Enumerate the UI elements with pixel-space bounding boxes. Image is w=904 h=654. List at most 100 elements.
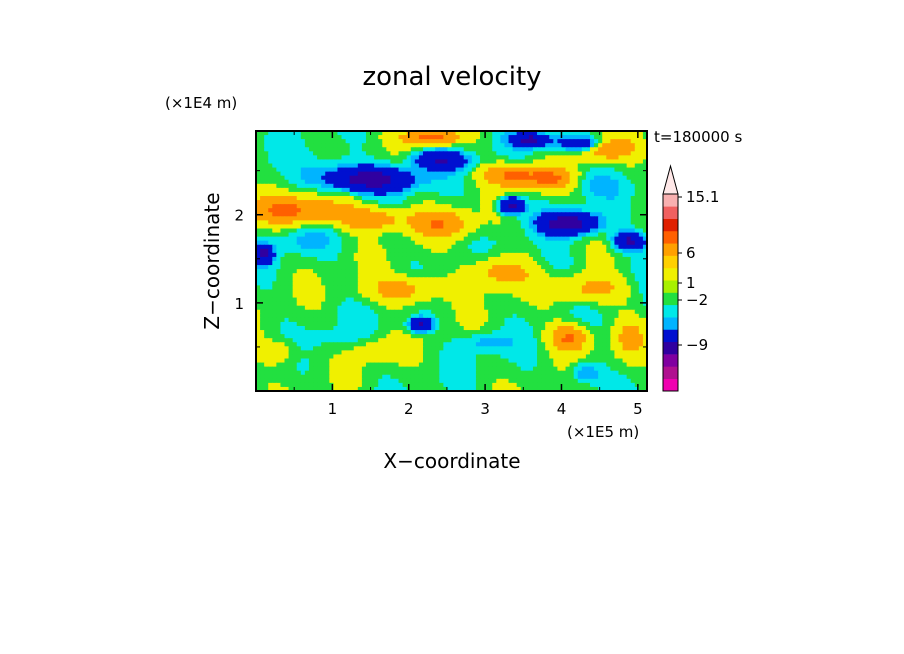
heatmap-cell (357, 285, 363, 291)
heatmap-cell (284, 171, 290, 177)
heatmap-cell (606, 256, 611, 262)
heatmap-cell (475, 261, 481, 266)
heatmap-cell (321, 183, 326, 189)
heatmap-cell (492, 175, 497, 181)
heatmap-cell (594, 204, 599, 209)
heatmap-cell (341, 281, 347, 286)
heatmap-cell (545, 232, 550, 238)
heatmap-cell (585, 163, 591, 169)
heatmap-cell (443, 147, 449, 152)
heatmap-cell (422, 265, 428, 270)
heatmap-cell (480, 151, 485, 156)
heatmap-cell (304, 155, 310, 161)
heatmap-cell (418, 273, 424, 278)
heatmap-cell (317, 147, 322, 152)
heatmap-cell (492, 277, 497, 282)
heatmap-cell (524, 305, 530, 311)
heatmap-cell (520, 338, 526, 343)
heatmap-cell (512, 305, 518, 311)
heatmap-cell (463, 139, 469, 144)
heatmap-cell (398, 232, 404, 238)
heatmap-cell (370, 232, 375, 238)
heatmap-cell (569, 232, 575, 238)
heatmap-cell (622, 212, 628, 217)
heatmap-cell (549, 252, 554, 258)
heatmap-cell (496, 297, 501, 303)
heatmap-cell (475, 277, 481, 282)
heatmap-cell (459, 200, 465, 205)
heatmap-cell (634, 224, 640, 230)
heatmap-cell (622, 147, 628, 152)
heatmap-cell (321, 224, 326, 230)
heatmap-cell (565, 277, 571, 282)
heatmap-cell (317, 261, 322, 266)
heatmap-cell (268, 236, 273, 242)
heatmap-cell (524, 236, 530, 242)
heatmap-cell (553, 204, 558, 209)
heatmap-cell (638, 135, 644, 140)
heatmap-cell (602, 269, 607, 274)
heatmap-cell (345, 313, 351, 319)
heatmap-cell (618, 212, 624, 217)
heatmap-cell (520, 171, 526, 177)
heatmap-cell (565, 224, 571, 230)
heatmap-cell (386, 244, 391, 250)
heatmap-cell (459, 163, 465, 169)
heatmap-cell (349, 167, 355, 173)
heatmap-cell (610, 313, 616, 319)
heatmap-cell (561, 261, 567, 266)
heatmap-cell (361, 155, 367, 161)
heatmap-cell (585, 228, 591, 234)
heatmap-cell (418, 131, 424, 136)
heatmap-cell (268, 277, 273, 282)
heatmap-cell (300, 309, 306, 315)
heatmap-cell (504, 208, 510, 213)
heatmap-cell (431, 338, 436, 343)
heatmap-cell (394, 204, 400, 209)
heatmap-cell (626, 261, 632, 266)
heatmap-cell (260, 159, 265, 165)
heatmap-cell (475, 281, 481, 286)
heatmap-cell (573, 309, 579, 315)
heatmap-cell (492, 196, 497, 201)
heatmap-cell (370, 139, 375, 144)
heatmap-cell (382, 313, 387, 319)
heatmap-cell (610, 147, 616, 152)
heatmap-cell (427, 200, 432, 205)
heatmap-cell (329, 175, 334, 181)
heatmap-cell (394, 196, 400, 201)
heatmap-cell (520, 236, 526, 242)
heatmap-cell (402, 179, 408, 185)
heatmap-cell (508, 330, 514, 335)
heatmap-cell (329, 204, 334, 209)
heatmap-cell (471, 163, 477, 169)
heatmap-cell (614, 208, 620, 213)
heatmap-cell (296, 155, 302, 161)
heatmap-cell (260, 244, 265, 250)
heatmap-cell (308, 232, 314, 238)
heatmap-cell (488, 228, 493, 234)
heatmap-cell (504, 293, 510, 299)
heatmap-cell (284, 321, 290, 327)
heatmap-cell (398, 285, 404, 291)
heatmap-cell (634, 334, 640, 339)
heatmap-cell (463, 289, 469, 295)
heatmap-cell (264, 163, 269, 169)
heatmap-cell (300, 301, 306, 307)
heatmap-cell (422, 326, 428, 331)
heatmap-cell (480, 281, 485, 286)
heatmap-cell (292, 248, 298, 254)
heatmap-cell (264, 252, 269, 258)
heatmap-cell (471, 232, 477, 238)
heatmap-cell (427, 244, 432, 250)
heatmap-cell (276, 269, 282, 274)
heatmap-cell (447, 151, 453, 156)
heatmap-cell (288, 151, 294, 156)
heatmap-cell (329, 224, 334, 230)
heatmap-cell (422, 159, 428, 165)
heatmap-cell (390, 167, 396, 173)
heatmap-cell (300, 289, 306, 295)
heatmap-cell (378, 285, 383, 291)
heatmap-cell (626, 183, 632, 189)
heatmap-cell (500, 191, 506, 197)
